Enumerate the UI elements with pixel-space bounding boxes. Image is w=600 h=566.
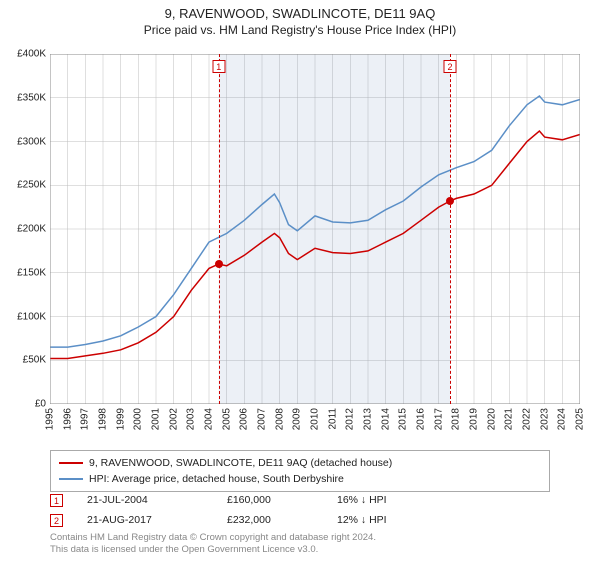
x-tick-label: 2015 [398,408,409,430]
legend-item: HPI: Average price, detached house, Sout… [59,471,541,487]
x-tick-label: 2011 [327,408,338,430]
marker-label-box: 1 [212,60,225,73]
attribution-line-2: This data is licensed under the Open Gov… [50,544,550,556]
transaction-row: 1 21-JUL-2004£160,00016% ↓ HPI [50,490,550,510]
y-tick-label: £350K [17,92,46,103]
x-tick-label: 2017 [433,408,444,430]
marker-vline [450,54,451,404]
x-tick-label: 1999 [115,408,126,430]
transaction-price: £232,000 [227,514,337,526]
x-tick-label: 2018 [451,408,462,430]
chart-svg [50,54,580,404]
page-title: 9, RAVENWOOD, SWADLINCOTE, DE11 9AQ [0,6,600,21]
y-tick-label: £150K [17,267,46,278]
y-tick-label: £100K [17,311,46,322]
x-tick-label: 2025 [575,408,586,430]
x-tick-label: 2004 [204,408,215,430]
legend-label: HPI: Average price, detached house, Sout… [89,473,344,485]
x-tick-label: 2014 [380,408,391,430]
x-tick-label: 2020 [486,408,497,430]
x-tick-label: 2000 [133,408,144,430]
x-tick-label: 2016 [416,408,427,430]
x-tick-label: 2003 [186,408,197,430]
x-tick-label: 2007 [257,408,268,430]
x-tick-label: 2010 [310,408,321,430]
transaction-marker: 2 [50,514,63,527]
x-tick-label: 2005 [221,408,232,430]
x-tick-label: 1998 [98,408,109,430]
y-tick-label: £300K [17,136,46,147]
x-tick-label: 2013 [363,408,374,430]
y-tick-label: £250K [17,180,46,191]
x-tick-label: 2008 [274,408,285,430]
x-tick-label: 2023 [539,408,550,430]
y-tick-label: £50K [23,355,46,366]
x-axis: 1995199619971998199920002001200220032004… [50,404,580,448]
x-tick-label: 2024 [557,408,568,430]
legend-swatch [59,462,83,464]
x-tick-label: 2001 [151,408,162,430]
y-tick-label: £200K [17,224,46,235]
x-tick-label: 2006 [239,408,250,430]
x-tick-label: 1996 [62,408,73,430]
transaction-marker: 1 [50,494,63,507]
x-tick-label: 1995 [45,408,56,430]
page-subtitle: Price paid vs. HM Land Registry's House … [0,23,600,37]
marker-vline [219,54,220,404]
legend-swatch [59,478,83,480]
legend: 9, RAVENWOOD, SWADLINCOTE, DE11 9AQ (det… [50,450,550,492]
x-tick-label: 1997 [80,408,91,430]
legend-item: 9, RAVENWOOD, SWADLINCOTE, DE11 9AQ (det… [59,455,541,471]
x-tick-label: 2022 [522,408,533,430]
transactions-table: 1 21-JUL-2004£160,00016% ↓ HPI 2 21-AUG-201… [50,490,550,530]
attribution: Contains HM Land Registry data © Crown c… [50,532,550,557]
transaction-price: £160,000 [227,494,337,506]
y-tick-label: £400K [17,49,46,60]
x-tick-label: 2021 [504,408,515,430]
x-tick-label: 2009 [292,408,303,430]
y-axis: £0£50K£100K£150K£200K£250K£300K£350K£400… [0,54,50,404]
marker-label-box: 2 [443,60,456,73]
attribution-line-1: Contains HM Land Registry data © Crown c… [50,532,550,544]
legend-label: 9, RAVENWOOD, SWADLINCOTE, DE11 9AQ (det… [89,457,392,469]
transaction-date: 21-AUG-2017 [87,514,227,526]
marker-point [215,260,223,268]
transaction-pct: 16% ↓ HPI [337,494,447,506]
chart-area: 12 [50,54,580,404]
marker-point [446,197,454,205]
chart-container: 9, RAVENWOOD, SWADLINCOTE, DE11 9AQ Pric… [0,6,600,566]
x-tick-label: 2002 [168,408,179,430]
transaction-pct: 12% ↓ HPI [337,514,447,526]
x-tick-label: 2019 [469,408,480,430]
transaction-date: 21-JUL-2004 [87,494,227,506]
transaction-row: 2 21-AUG-2017£232,00012% ↓ HPI [50,510,550,530]
x-tick-label: 2012 [345,408,356,430]
